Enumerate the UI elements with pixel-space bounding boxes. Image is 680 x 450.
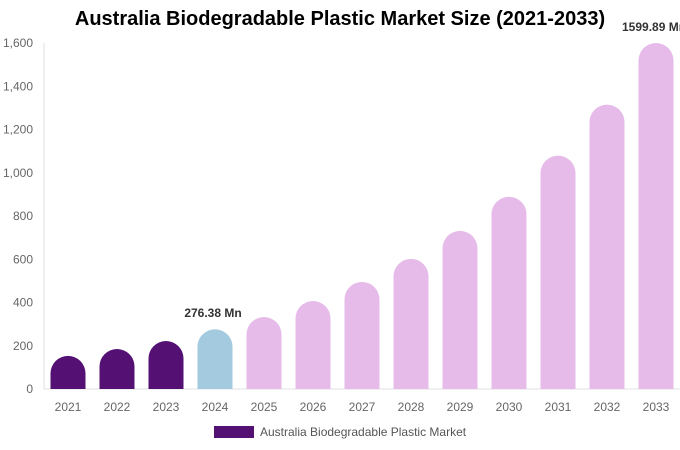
y-tick-label: 800 <box>13 209 33 223</box>
x-tick-label: 2023 <box>153 400 180 414</box>
x-tick-label: 2022 <box>104 400 131 414</box>
bar-2033[interactable] <box>638 43 674 389</box>
y-tick-label: 1,400 <box>3 79 33 93</box>
bar-2031[interactable] <box>540 155 576 389</box>
bar-2030[interactable] <box>491 196 527 389</box>
x-tick-label: 2033 <box>643 400 670 414</box>
x-tick-label: 2028 <box>398 400 425 414</box>
y-tick-label: 200 <box>13 339 33 353</box>
bar-2022[interactable] <box>99 348 135 389</box>
bar-2021[interactable] <box>50 355 86 389</box>
bar-2025[interactable] <box>246 316 282 389</box>
x-tick-label: 2025 <box>251 400 278 414</box>
x-tick-label: 2026 <box>300 400 327 414</box>
bar-2024[interactable] <box>197 329 233 389</box>
bar-2029[interactable] <box>442 230 478 389</box>
legend-swatch <box>214 426 254 438</box>
legend-label: Australia Biodegradable Plastic Market <box>260 425 467 439</box>
data-label: 1599.89 Mn <box>622 20 680 34</box>
legend[interactable]: Australia Biodegradable Plastic Market <box>214 425 466 439</box>
y-tick-label: 1,000 <box>3 166 33 180</box>
y-tick-label: 1,200 <box>3 123 33 137</box>
x-tick-label: 2027 <box>349 400 376 414</box>
x-tick-label: 2029 <box>447 400 474 414</box>
bar-2023[interactable] <box>148 340 184 389</box>
chart-title: Australia Biodegradable Plastic Market S… <box>74 8 606 30</box>
x-tick-label: 2024 <box>202 400 229 414</box>
bar-2027[interactable] <box>344 281 380 389</box>
y-tick-label: 600 <box>13 252 33 266</box>
x-tick-label: 2021 <box>55 400 82 414</box>
bar-2026[interactable] <box>295 300 331 389</box>
bar-2028[interactable] <box>393 258 429 389</box>
x-tick-label: 2032 <box>594 400 621 414</box>
x-tick-label: 2031 <box>545 400 572 414</box>
x-tick-label: 2030 <box>496 400 523 414</box>
y-tick-label: 1,600 <box>3 36 33 50</box>
bar-2032[interactable] <box>589 104 625 389</box>
y-tick-label: 400 <box>13 296 33 310</box>
y-tick-label: 0 <box>26 382 33 396</box>
data-label: 276.38 Mn <box>184 306 241 320</box>
